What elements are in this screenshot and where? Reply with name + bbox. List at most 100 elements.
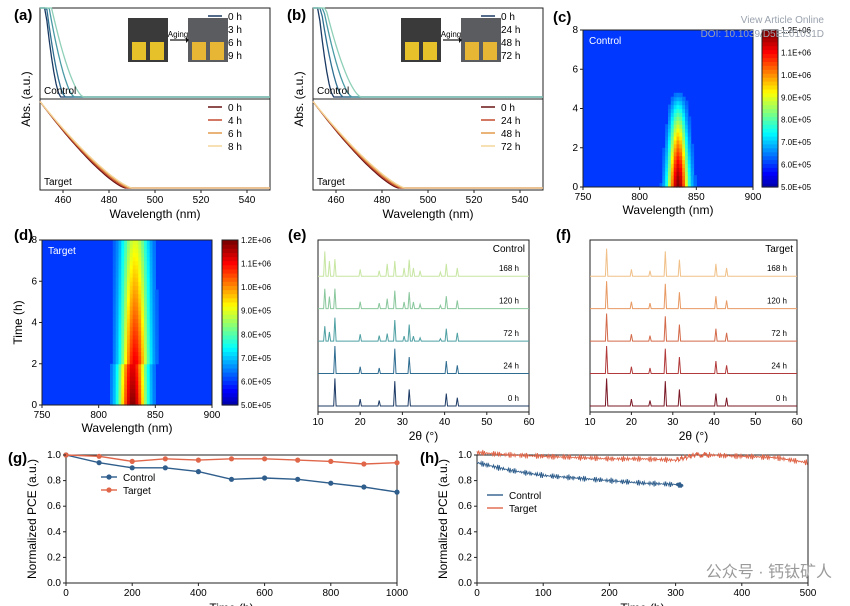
heatmap-cell [129, 372, 134, 377]
xrd-f-xtick-label: 10 [584, 417, 596, 428]
heatmap-cell [679, 147, 683, 153]
colorbar-segment-d [222, 281, 238, 286]
heatmap-cell [152, 347, 156, 352]
legend-label-h: Target [509, 504, 537, 515]
heatmap-cell [115, 392, 120, 398]
heatmap-cell [127, 367, 131, 373]
heatmap-cell [141, 260, 145, 266]
heatmap-cell [135, 306, 139, 311]
colorbar-segment-c [762, 45, 778, 51]
heatmap-cell [146, 384, 151, 390]
xrd-pattern-e [318, 317, 529, 342]
colorbar-segment-c [762, 132, 778, 137]
heatmap-cell [124, 330, 128, 336]
legend-label-b: 48 h [501, 38, 520, 49]
heatmap-cell [112, 372, 117, 377]
heatmap-cell [668, 183, 672, 188]
heatmap-cell [152, 330, 156, 336]
colorbar-segment-d [222, 310, 238, 315]
heatmap-cell [682, 159, 686, 164]
heatmap-cell [676, 159, 680, 164]
abs-b-xtick-label: 480 [374, 195, 391, 206]
heatmap-cell [129, 293, 134, 299]
heatmap-cell [670, 128, 675, 133]
heatmap-cell [144, 256, 148, 262]
view-article-link[interactable]: View Article Online [740, 15, 824, 26]
heatmap-cell [673, 124, 678, 129]
heatmap-cell [146, 240, 151, 245]
panel-label-a: (a) [14, 7, 32, 24]
heatmap-cell [676, 92, 680, 98]
legend-label-b: 0 h [501, 103, 515, 114]
heatmap-cell [138, 297, 142, 303]
heatmap-cell [132, 372, 137, 377]
heatmap-cell [149, 372, 154, 377]
heatmap-cell [129, 376, 134, 381]
heatmap-cell [152, 384, 156, 390]
colorbar-segment-c [762, 143, 778, 149]
heatmap-cell [687, 128, 692, 133]
heatmap-cell [112, 355, 117, 361]
legend-label-a: 0 h [228, 12, 242, 23]
heatmap-cell [132, 289, 137, 295]
heatmap-cell [129, 343, 134, 348]
heatmap-cell [115, 310, 120, 315]
heatmap-cell [112, 322, 117, 328]
heatmap-cell [124, 297, 128, 303]
heatmap-cell [112, 256, 117, 262]
heatmap-cell [135, 388, 139, 394]
heatmap-cell [662, 163, 666, 168]
heatmap-cell [132, 330, 137, 336]
xrd-f-xtick-label: 20 [626, 417, 638, 428]
heatmap-cell [138, 285, 142, 291]
heatmap-cell [138, 244, 142, 249]
heatmap-cell [665, 132, 669, 137]
abs-a-xtick-label: 480 [101, 195, 118, 206]
colorbar-segment-c [762, 41, 778, 47]
colorbar-segment-d [222, 388, 238, 394]
heatmap-cell [155, 359, 159, 365]
heatmap-cell [135, 256, 139, 262]
heatmap-cell [146, 301, 151, 307]
heatmap-cell [112, 326, 117, 332]
heatmap-cell [149, 388, 154, 394]
heatmap-cell [673, 183, 678, 188]
xrd-pattern-e [318, 378, 529, 407]
heatmap-cell [135, 367, 139, 373]
xrd-f-xtick-label: 30 [667, 417, 679, 428]
heatmap-cell [138, 347, 142, 352]
heatmap-cell [141, 301, 145, 307]
xrd-series-label-e: 120 h [499, 297, 519, 306]
heatmap-cell [115, 388, 120, 394]
heatmap-cell [138, 372, 142, 377]
ylabel-h: Normalized PCE (a.u.) [436, 459, 450, 579]
colorbar-segment-c [762, 171, 778, 176]
panel-label-e: (e) [288, 227, 306, 244]
doi-link[interactable]: DOI: 10.1039/D5EE01031D [700, 29, 824, 40]
colorbar-segment-d [222, 268, 238, 274]
heatmap-cell [144, 363, 148, 369]
heatmap-cell [149, 285, 154, 291]
heatmap-cell [679, 143, 683, 149]
colorbar-segment-c [762, 116, 778, 121]
heatmap-cell [146, 334, 151, 340]
heatmap-cell [135, 343, 139, 348]
colorbar-label-c: 8.0E+05 [781, 116, 812, 125]
pce-h-ytick-label: 1.0 [458, 450, 472, 461]
heatmap-cell [146, 330, 151, 336]
pce-point-g [96, 460, 102, 466]
heatmap-cell [155, 301, 159, 307]
panel-label-f: (f) [556, 227, 571, 244]
pce-h-ytick-label: 0.2 [458, 552, 472, 563]
heatmap-cell [121, 264, 125, 270]
heatmap-cell [682, 128, 686, 133]
heatmap-cell [146, 318, 151, 324]
heatmap-cell [668, 155, 672, 161]
heatmap-cell [668, 147, 672, 153]
heatmap-cell [673, 132, 678, 137]
xlabel-c: Wavelength (nm) [623, 203, 714, 217]
heatmap-cell [676, 151, 680, 157]
heatmap-cell [141, 310, 145, 315]
abs-curve-a-control [40, 7, 270, 98]
heatmap-cell [682, 163, 686, 168]
